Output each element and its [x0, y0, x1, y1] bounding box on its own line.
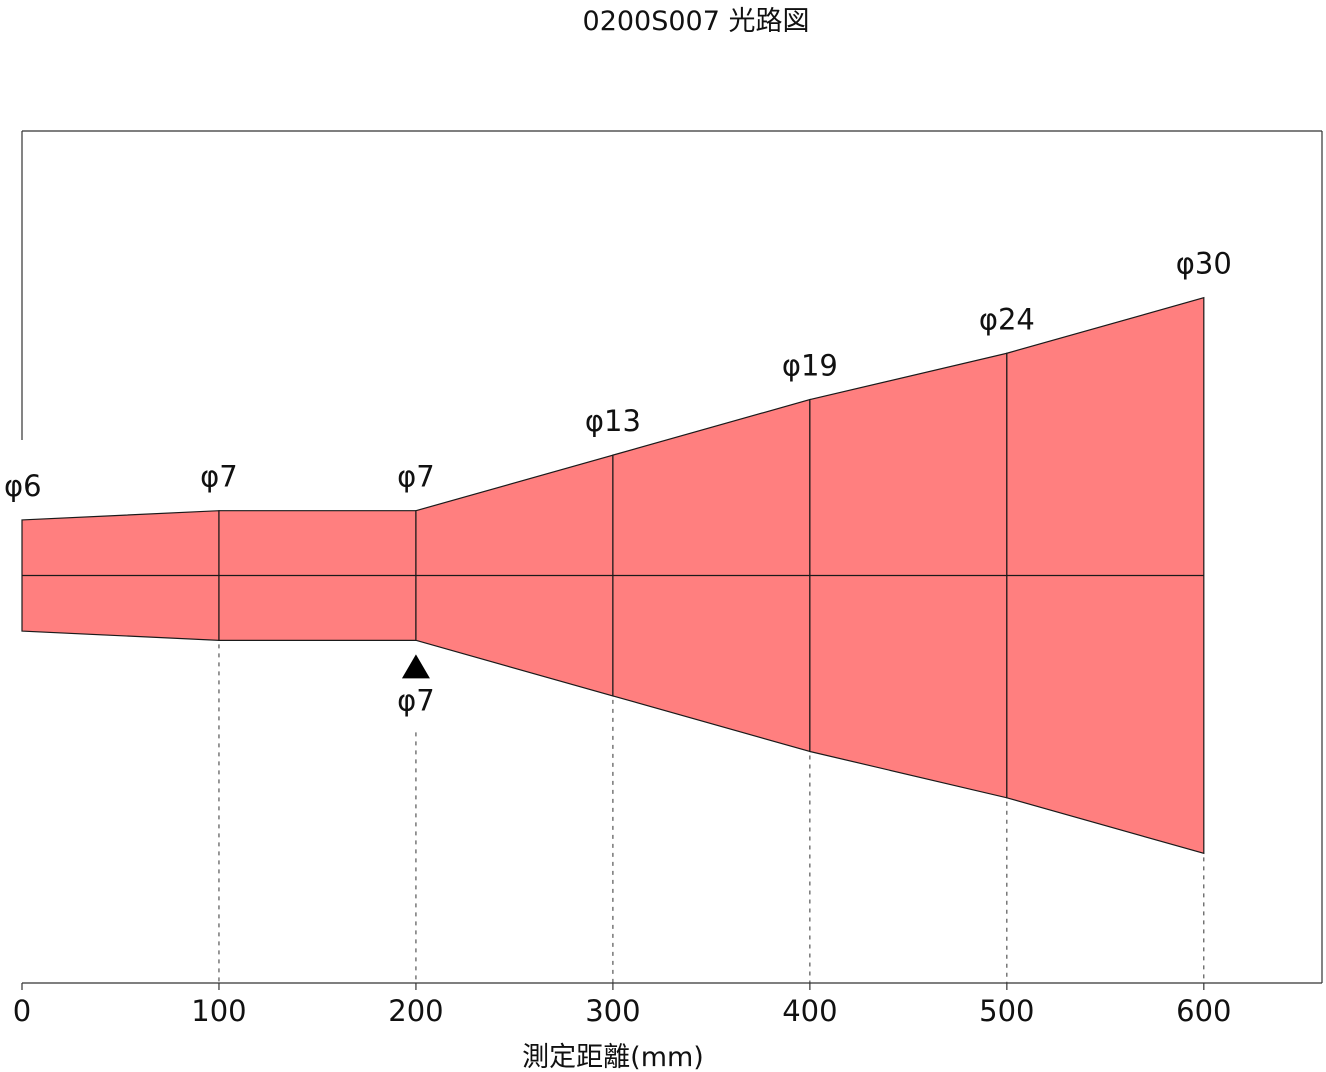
diameter-label: φ19 [782, 349, 838, 383]
focus-diameter-label: φ7 [397, 683, 435, 717]
diameter-label: φ6 [4, 469, 42, 503]
x-axis-title: 測定距離(mm) [522, 1042, 704, 1072]
x-tick-label: 100 [191, 994, 246, 1028]
x-tick-label: 200 [388, 994, 443, 1028]
chart-title: 0200S007 光路図 [583, 6, 810, 37]
diameter-label: φ30 [1176, 247, 1232, 281]
diameter-label: φ7 [200, 460, 238, 494]
beam-layer [21, 296, 1205, 855]
x-tick-label: 300 [585, 994, 640, 1028]
diameter-label: φ7 [397, 460, 435, 494]
diameter-label: φ24 [979, 302, 1035, 336]
diameter-label: φ13 [585, 404, 641, 438]
x-tick-label: 0 [13, 994, 31, 1028]
x-tick-label: 600 [1176, 994, 1231, 1028]
x-tick-label: 500 [979, 994, 1034, 1028]
focus-marker-icon [401, 654, 430, 679]
diameter-labels-layer: φ6 φ7 φ7 φ13 φ19 φ24 φ30 φ7 [4, 247, 1232, 718]
guide-lines-layer [218, 644, 1205, 983]
x-axis: 0 100 200 300 400 500 600 [13, 982, 1322, 1028]
x-tick-label: 400 [782, 994, 837, 1028]
